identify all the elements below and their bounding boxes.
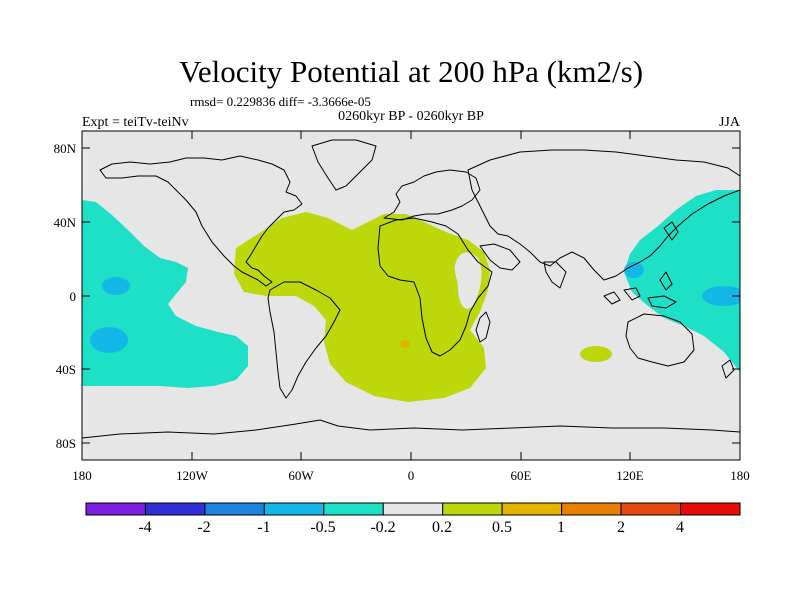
lon-tick-120e: 120E (616, 468, 644, 483)
colorbar-swatch-7 (442, 502, 503, 516)
colorbar-label-7: 0.5 (492, 519, 512, 536)
colorbar-swatch-5 (323, 502, 384, 516)
colorbar-label-6: 0.2 (432, 519, 452, 536)
colorbar-swatch-2 (144, 502, 206, 516)
colorbar-label-9: 2 (617, 519, 625, 536)
colorbar-label-4: -0.5 (310, 519, 335, 536)
colorbar-label-3: -1 (257, 519, 270, 536)
indian-ocean-positive-region (580, 346, 612, 362)
map-panel: 80N 40N 0 40S 80S 180 120W 60W 0 60E 120 (54, 130, 750, 483)
lat-axis: 80N 40N 0 40S 80S (54, 141, 740, 451)
lon-tick-60w: 60W (288, 468, 314, 483)
lat-tick-0: 0 (70, 289, 77, 304)
colorbar-swatch-3 (204, 502, 265, 516)
lon-axis: 180 120W 60W 0 60E 120E 180 (72, 131, 750, 483)
colorbar-swatch-8 (501, 502, 563, 516)
colorbar-swatch-4 (263, 502, 325, 516)
coast-arabia-india (479, 243, 567, 289)
stats-line: rmsd= 0.229836 diff= -3.3666e-05 (190, 94, 371, 109)
west-pacific-negative-region (624, 190, 740, 372)
pacific-core-north (102, 277, 130, 295)
experiment-label: Expt = teiTv-teiNv (82, 115, 189, 130)
lat-tick-40s: 40S (56, 362, 76, 377)
colorbar-label-8: 1 (557, 519, 565, 536)
colorbar-swatch-6 (382, 502, 444, 516)
coast-islands (663, 221, 735, 379)
coast-greenland (311, 139, 377, 191)
east-africa-gap (454, 252, 482, 309)
south-atlantic-core (400, 340, 410, 348)
contour-fills (82, 190, 740, 402)
season-label: JJA (719, 115, 741, 130)
pacific-core-south (90, 327, 128, 353)
colorbar-label-10: 4 (676, 519, 684, 536)
period-label: 0260kyr BP - 0260kyr BP (338, 109, 484, 124)
west-pacific-core (702, 286, 740, 306)
coast-north-america (99, 155, 303, 287)
coast-madagascar (475, 311, 491, 343)
colorbar-labels: -4 -2 -1 -0.5 -0.2 0.2 0.5 1 2 4 (138, 519, 684, 536)
coast-antarctica (82, 419, 740, 439)
colorbar-swatch-1 (85, 502, 146, 516)
figure-title: Velocity Potential at 200 hPa (km2/s) (179, 54, 643, 89)
colorbar-swatch-10 (620, 502, 682, 516)
colorbar-swatch-9 (561, 502, 622, 516)
lon-tick-0: 0 (408, 468, 415, 483)
colorbar: -4 -2 -1 -0.5 -0.2 0.2 0.5 1 2 4 (85, 502, 741, 536)
coast-maritime-continent (603, 271, 677, 309)
colorbar-label-2: -2 (197, 519, 210, 536)
coast-africa (377, 217, 493, 357)
maritime-core (624, 262, 644, 278)
coast-australia (625, 313, 695, 367)
colorbar-label-1: -4 (138, 519, 151, 536)
coast-europe (383, 169, 481, 221)
colorbar-label-5: -0.2 (370, 519, 395, 536)
colorbar-swatch-11 (680, 502, 741, 516)
coast-asia (467, 149, 740, 281)
lat-tick-40n: 40N (54, 215, 77, 230)
lon-tick-60e: 60E (511, 468, 532, 483)
atlantic-positive-region (234, 212, 490, 402)
coastlines (82, 139, 740, 439)
coast-south-america (267, 281, 341, 399)
lon-tick-180w: 180 (72, 468, 92, 483)
lon-tick-120w: 120W (176, 468, 209, 483)
lat-tick-80s: 80S (56, 436, 76, 451)
lat-tick-80n: 80N (54, 141, 77, 156)
colorbar-swatches (85, 502, 741, 516)
lon-tick-180e: 180 (730, 468, 750, 483)
